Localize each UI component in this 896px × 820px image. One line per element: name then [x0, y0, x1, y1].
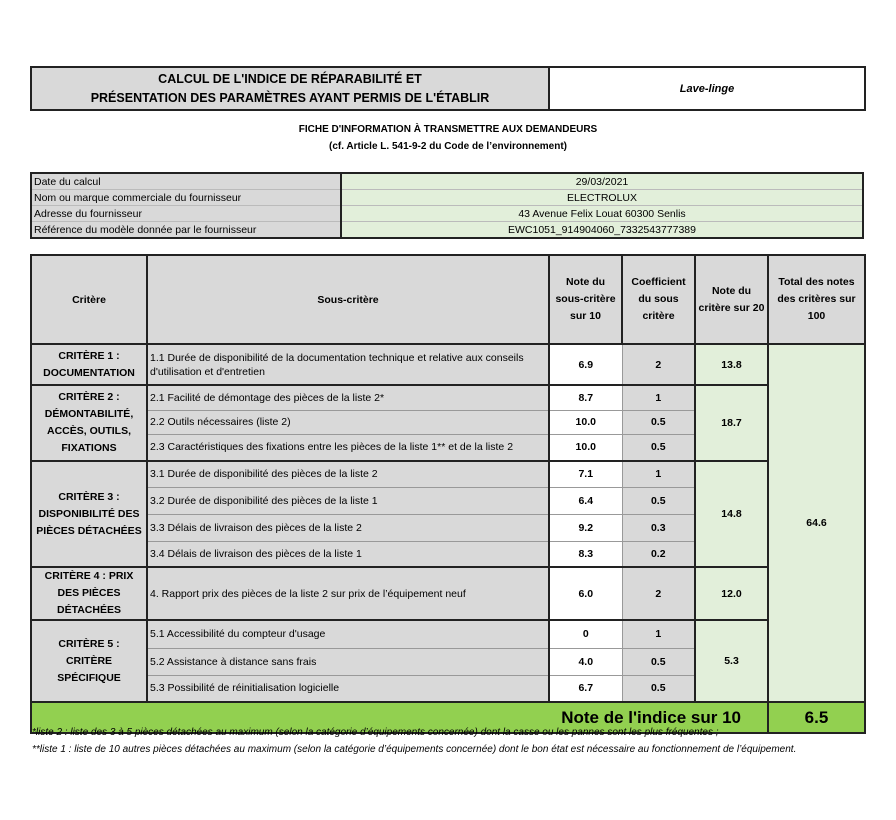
criterion-score: 18.7 [694, 384, 769, 462]
sub-criterion-coefficient: 1 [621, 384, 696, 411]
column-header: Total des notes des critères sur 100 [767, 254, 866, 345]
criterion-score: 12.0 [694, 566, 769, 621]
criterion-score: 13.8 [694, 343, 769, 386]
table-row: 3.4 Délais de livraison des pièces de la… [31, 540, 865, 568]
sub-criterion-note: 7.1 [548, 460, 623, 488]
column-header: Sous-critère [146, 254, 550, 345]
info-row: Date du calcul 29/03/2021 [31, 173, 863, 190]
table-row: 3.2 Durée de disponibilité des pièces de… [31, 486, 865, 515]
criterion-name: CRITÈRE 2 : DÉMONTABILITÉ, ACCÈS, OUTILS… [30, 384, 148, 462]
sub-criterion-label: 3.2 Durée de disponibilité des pièces de… [146, 486, 550, 515]
sub-criterion-label: 5.1 Accessibilité du compteur d'usage [146, 619, 550, 649]
title-line-1: CALCUL DE L'INDICE DE RÉPARABILITÉ ET [158, 71, 422, 86]
sub-criterion-label: 5.3 Possibilité de réinitialisation logi… [146, 674, 550, 703]
sub-criterion-coefficient: 1 [621, 619, 696, 649]
table-row: CRITÈRE 5 : CRITÈRE SPÉCIFIQUE 5.1 Access… [30, 619, 865, 703]
column-header: Critère [30, 254, 148, 345]
table-row: CRITÈRE 4 : PRIX DES PIÈCES DÉTACHÉES 4. … [30, 566, 865, 621]
product-type: Lave-linge [679, 82, 735, 95]
sub-criterion-coefficient: 1 [621, 460, 696, 488]
sub-criterion-coefficient: 2 [621, 566, 696, 621]
sub-criterion-coefficient: 0.3 [621, 513, 696, 542]
info-value: ELECTROLUX [341, 189, 863, 206]
criterion-score: 14.8 [694, 460, 769, 568]
criterion-name: CRITÈRE 1 : DOCUMENTATION [30, 343, 148, 386]
sub-criterion-coefficient: 2 [621, 343, 696, 386]
sub-criterion-coefficient: 0.5 [621, 674, 696, 703]
table-row: 5.3 Possibilité de réinitialisation logi… [31, 674, 865, 703]
sub-criterion-label: 3.4 Délais de livraison des pièces de la… [146, 540, 550, 568]
table-row: CRITÈRE 3 : DISPONIBILITÉ DES PIÈCES DÉT… [30, 460, 865, 568]
sub-criterion-note: 9.2 [548, 513, 623, 542]
info-value: 29/03/2021 [341, 173, 863, 190]
sub-criterion-note: 8.3 [548, 540, 623, 568]
final-score-label: Note de l'indice sur 10 [30, 701, 769, 734]
subtitle-1: FICHE D'INFORMATION À TRANSMETTRE AUX DE… [298, 124, 598, 135]
sub-criterion-coefficient: 0.5 [621, 647, 696, 676]
footnote-liste-2: *liste 2 : liste des 3 à 5 pièces détach… [32, 727, 719, 738]
criterion-name: CRITÈRE 4 : PRIX DES PIÈCES DÉTACHÉES [30, 566, 148, 621]
sub-criterion-label: 3.3 Délais de livraison des pièces de la… [146, 513, 550, 542]
column-header: Coefficient du sous critère [621, 254, 696, 345]
sub-criterion-note: 4.0 [548, 647, 623, 676]
page-title: CALCUL DE L'INDICE DE RÉPARABILITÉ ET PR… [32, 68, 550, 109]
sub-criterion-note: 6.7 [548, 674, 623, 703]
info-label: Adresse du fournisseur [31, 205, 342, 222]
sub-criterion-note: 8.7 [548, 384, 623, 411]
table-row: CRITÈRE 1 : DOCUMENTATION 1.1 Durée de di… [30, 343, 866, 703]
sub-criterion-label: 2.3 Caractéristiques des fixations entre… [146, 433, 550, 462]
sub-criterion-note: 6.9 [548, 343, 623, 386]
sub-criterion-label: 2.2 Outils nécessaires (liste 2) [146, 409, 550, 435]
column-header: Note du sous-critère sur 10 [548, 254, 623, 345]
criterion-score: 5.3 [694, 619, 769, 703]
info-label: Référence du modèle donnée par le fourni… [31, 221, 342, 239]
sub-criterion-coefficient: 0.2 [621, 540, 696, 568]
criterion-name: CRITÈRE 5 : CRITÈRE SPÉCIFIQUE [30, 619, 148, 703]
sub-criterion-note: 0 [548, 619, 623, 649]
final-row: Note de l'indice sur 10 6.5 [30, 701, 866, 734]
subtitle-2: (cf. Article L. 541-9-2 du Code de l’env… [328, 141, 567, 152]
info-row: Référence du modèle donnée par le fourni… [31, 221, 863, 239]
score-table: Critère Sous-critère Note du sous-critère … [30, 254, 866, 734]
table-row: 2.2 Outils nécessaires (liste 2) 10.0 0.5 [31, 409, 865, 435]
table-row: 2.3 Caractéristiques des fixations entre… [31, 433, 865, 462]
sub-criterion-note: 6.0 [548, 566, 623, 621]
sub-criterion-coefficient: 0.5 [621, 433, 696, 462]
sub-criterion-label: 4. Rapport prix des pièces de la liste 2… [146, 566, 550, 621]
header-row: Critère Sous-critère Note du sous-critère … [30, 254, 866, 345]
final-score-value: 6.5 [767, 701, 866, 734]
info-row: Nom ou marque commerciale du fournisseur… [31, 189, 863, 206]
sub-criterion-label: 1.1 Durée de disponibilité de la documen… [146, 343, 550, 386]
table-row: CRITÈRE 2 : DÉMONTABILITÉ, ACCÈS, OUTILS… [30, 384, 865, 462]
sub-criterion-label: 3.1 Durée de disponibilité des pièces de… [146, 460, 550, 488]
table-row: 3.3 Délais de livraison des pièces de la… [31, 513, 865, 542]
footnotes: *liste 2 : liste des 3 à 5 pièces détach… [32, 724, 862, 758]
sub-criterion-note: 10.0 [548, 433, 623, 462]
total-score: 64.6 [767, 343, 866, 703]
sub-criterion-note: 10.0 [548, 409, 623, 435]
info-row: Adresse du fournisseur 43 Avenue Felix Lo… [31, 205, 863, 222]
info-value: 43 Avenue Felix Louat 60300 Senlis [341, 205, 863, 222]
sub-criterion-label: 2.1 Facilité de démontage des pièces de … [146, 384, 550, 411]
info-label: Nom ou marque commerciale du fournisseur [31, 189, 342, 206]
footnote-liste-1: **liste 1 : liste de 10 autres pièces dé… [32, 744, 797, 755]
column-header: Note du critère sur 20 [694, 254, 769, 345]
supplier-info-table: Date du calcul 29/03/2021 Nom ou marque co… [30, 172, 864, 239]
sub-criterion-coefficient: 0.5 [621, 486, 696, 515]
title-box: CALCUL DE L'INDICE DE RÉPARABILITÉ ET PR… [30, 66, 866, 111]
criterion-name: CRITÈRE 3 : DISPONIBILITÉ DES PIÈCES DÉT… [30, 460, 148, 568]
title-line-2: PRÉSENTATION DES PARAMÈTRES AYANT PERMIS… [90, 90, 490, 105]
info-value: EWC1051_914904060_7332543777389 [341, 221, 863, 239]
sub-criterion-label: 5.2 Assistance à distance sans frais [146, 647, 550, 676]
info-label: Date du calcul [31, 173, 342, 190]
sub-criterion-coefficient: 0.5 [621, 409, 696, 435]
table-row: 5.2 Assistance à distance sans frais 4.0 0… [31, 647, 865, 676]
sub-criterion-note: 6.4 [548, 486, 623, 515]
